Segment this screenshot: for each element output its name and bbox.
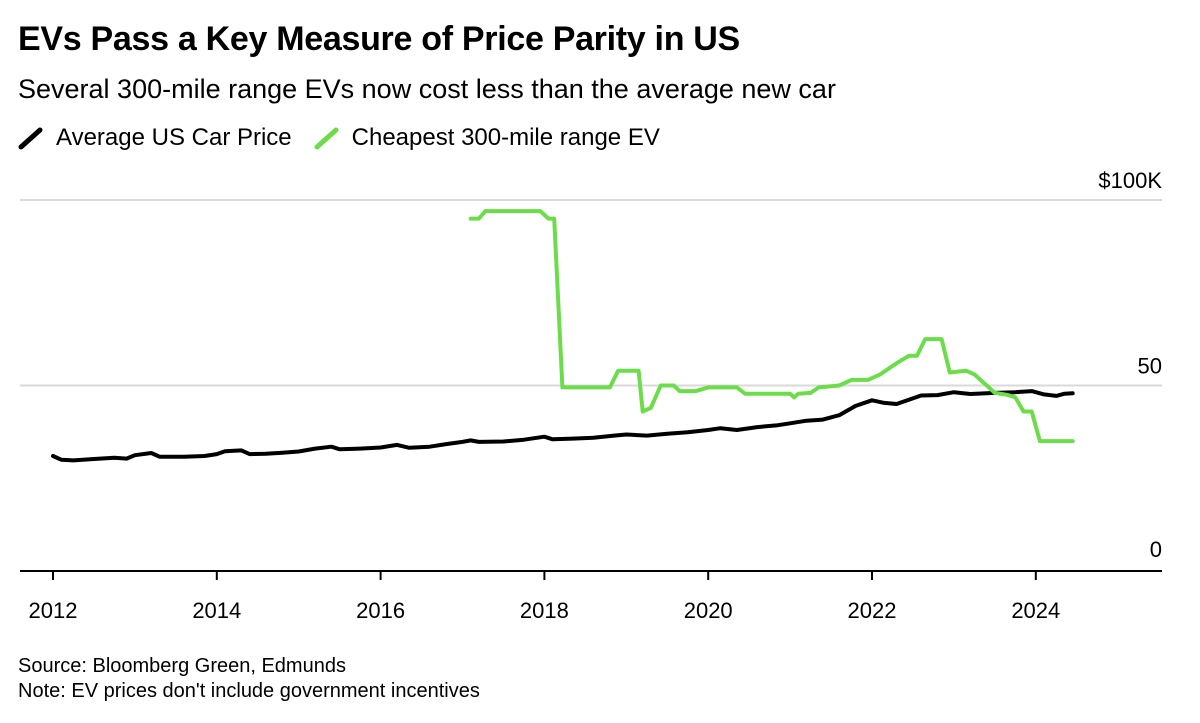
legend-swatch-green-line-icon xyxy=(314,127,339,150)
x-tick-label-2018: 2018 xyxy=(520,598,569,623)
y-tick-label-2: $100K xyxy=(1098,168,1162,193)
chart-legend: Average US Car Price Cheapest 300-mile r… xyxy=(18,124,682,152)
plot-area: 0 50 $100K 2012 2014 2016 2018 2020 2022 2024 xyxy=(20,168,1162,623)
x-tick-label-2016: 2016 xyxy=(356,598,405,623)
series-line-cheapest-ev xyxy=(468,209,1075,444)
chart-footer: Source: Bloomberg Green, Edmunds Note: E… xyxy=(18,654,480,704)
y-tick-label-0: 0 xyxy=(1150,537,1162,562)
legend-item-cheapest-ev: Cheapest 300-mile range EV xyxy=(314,124,660,152)
x-tick-label-2020: 2020 xyxy=(684,598,733,623)
legend-label-average-price: Average US Car Price xyxy=(56,124,292,151)
source-note: Source: Bloomberg Green, Edmunds xyxy=(18,655,346,677)
chart-title: EVs Pass a Key Measure of Price Parity i… xyxy=(18,20,740,58)
x-tick-label-2024: 2024 xyxy=(1011,598,1060,623)
legend-item-average-price: Average US Car Price xyxy=(18,124,292,152)
chart-subtitle: Several 300-mile range EVs now cost less… xyxy=(18,74,836,104)
x-tick-label-2014: 2014 xyxy=(192,598,241,623)
x-tick-label-2012: 2012 xyxy=(29,598,78,623)
incentive-note: Note: EV prices don't include government… xyxy=(18,680,480,702)
legend-swatch-black-line-icon xyxy=(18,127,43,150)
series-line-average-price xyxy=(51,389,1075,463)
x-tick-label-2022: 2022 xyxy=(848,598,897,623)
y-tick-label-1: 50 xyxy=(1138,354,1162,379)
legend-label-cheapest-ev: Cheapest 300-mile range EV xyxy=(351,124,660,151)
